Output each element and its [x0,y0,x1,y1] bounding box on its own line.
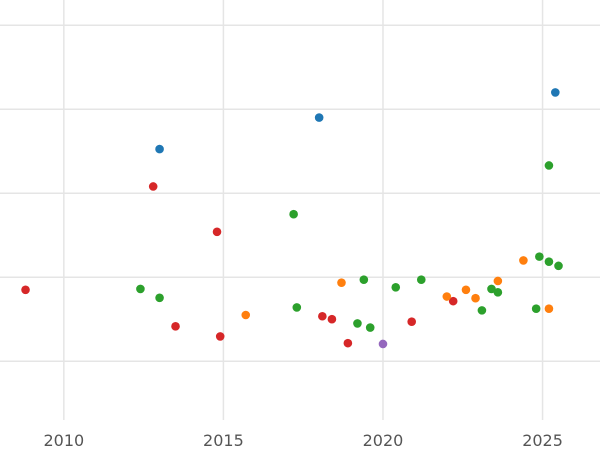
data-point-s2-9 [448,296,458,306]
data-point-s3-4 [471,293,480,303]
data-point-s1-5 [359,275,369,285]
x-tick-label-2010: 2010 [43,431,84,450]
data-point-s2-3 [212,227,222,237]
data-point-s2-5 [318,311,327,321]
data-point-s3-7 [544,304,554,314]
data-point-s3-5 [493,276,503,286]
data-point-s4-0 [378,339,388,349]
data-point-s3-0 [241,310,251,320]
data-point-s1-9 [477,306,487,315]
data-point-s2-1 [148,182,158,191]
data-point-s1-3 [292,303,302,312]
data-point-s1-12 [531,304,541,314]
data-points [21,88,563,349]
data-point-s1-15 [544,161,554,170]
x-axis-ticks: 2010 2015 2020 2025 [43,431,562,450]
data-point-s0-0 [155,144,164,154]
x-tick-label-2015: 2015 [203,431,244,450]
data-point-s0-2 [551,88,560,97]
data-point-s2-6 [327,314,337,324]
data-point-s1-7 [391,282,401,292]
data-point-s2-2 [171,322,180,331]
data-point-s2-7 [343,338,353,348]
data-point-s2-0 [21,285,30,295]
data-point-s1-8 [416,275,426,285]
data-point-s2-4 [215,332,225,341]
data-point-s1-13 [535,252,544,261]
data-point-s3-1 [337,278,346,287]
data-point-s3-3 [461,285,471,295]
data-point-s1-0 [136,284,145,294]
data-point-s3-2 [442,292,452,301]
data-point-s2-8 [407,317,417,327]
data-point-s1-2 [289,209,298,219]
data-point-s1-10 [487,284,496,294]
data-point-s1-1 [155,293,164,303]
data-point-s1-11 [493,288,503,297]
data-point-s1-16 [554,261,563,271]
data-point-s1-4 [353,319,362,328]
data-point-s0-1 [314,113,324,122]
x-tick-label-2025: 2025 [522,431,563,450]
grid [0,0,600,420]
data-point-s1-6 [365,323,375,332]
data-point-s1-14 [544,257,554,266]
data-point-s3-6 [519,256,528,265]
x-tick-label-2020: 2020 [363,431,404,450]
